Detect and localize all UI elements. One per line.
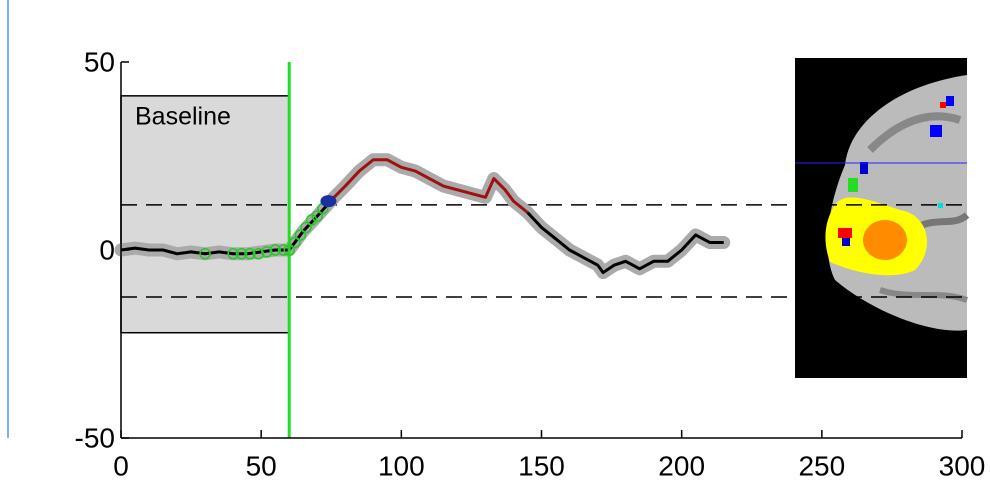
x-tick-label: 200 xyxy=(658,450,705,481)
y-tick-label: -50 xyxy=(75,422,115,453)
x-tick-label: 150 xyxy=(518,450,565,481)
x-tick-label: 250 xyxy=(798,450,845,481)
brain-inset xyxy=(795,58,967,378)
x-tick-label: 0 xyxy=(113,450,129,481)
x-tick-label: 50 xyxy=(246,450,277,481)
y-tick-label: 50 xyxy=(84,46,115,77)
baseline-label: Baseline xyxy=(135,102,231,130)
x-tick-label: 300 xyxy=(939,450,986,481)
y-tick-label: 0 xyxy=(99,234,115,265)
highlight-point xyxy=(320,195,336,207)
chart: Baseline-50050050100150200250300 xyxy=(0,0,990,487)
x-tick-label: 100 xyxy=(378,450,425,481)
